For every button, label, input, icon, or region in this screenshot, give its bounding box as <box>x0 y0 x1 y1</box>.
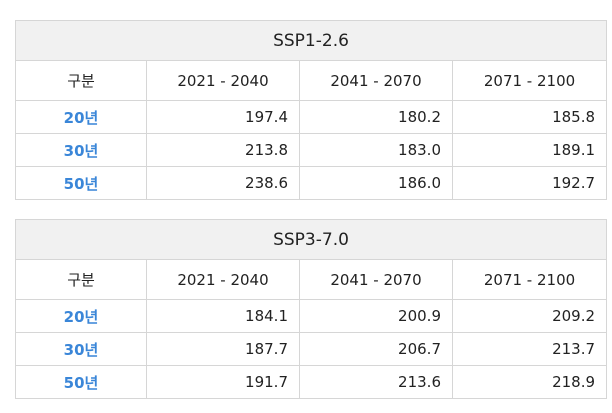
row-label[interactable]: 20년 <box>15 299 147 333</box>
header-category: 구분 <box>15 60 147 101</box>
cell-value: 213.8 <box>146 133 300 167</box>
table-row: 50년 238.6 186.0 192.7 <box>15 166 608 200</box>
cell-value: 238.6 <box>146 166 300 200</box>
table-row: 50년 191.7 213.6 218.9 <box>15 365 608 399</box>
header-period-1: 2021 - 2040 <box>146 60 300 101</box>
cell-value: 209.2 <box>451 299 608 333</box>
table-title: SSP3-7.0 <box>14 219 608 260</box>
row-label[interactable]: 30년 <box>15 133 147 167</box>
cell-value: 183.0 <box>299 133 453 167</box>
table-title-row: SSP1-2.6 <box>14 20 608 61</box>
row-label[interactable]: 20년 <box>15 100 147 134</box>
row-label[interactable]: 30년 <box>15 332 147 366</box>
cell-value: 191.7 <box>146 365 300 399</box>
cell-value: 187.7 <box>146 332 300 366</box>
cell-value: 185.8 <box>451 100 608 134</box>
ssp1-table: SSP1-2.6 구분 2021 - 2040 2041 - 2070 2071… <box>14 20 608 200</box>
cell-value: 186.0 <box>299 166 453 200</box>
cell-value: 180.2 <box>299 100 453 134</box>
cell-value: 200.9 <box>299 299 453 333</box>
header-period-3: 2071 - 2100 <box>451 259 608 300</box>
table-header-row: 구분 2021 - 2040 2041 - 2070 2071 - 2100 <box>15 259 608 300</box>
cell-value: 213.6 <box>299 365 453 399</box>
cell-value: 189.1 <box>451 133 608 167</box>
header-period-3: 2071 - 2100 <box>451 60 608 101</box>
header-category: 구분 <box>15 259 147 300</box>
cell-value: 213.7 <box>451 332 608 366</box>
table-row: 30년 213.8 183.0 189.1 <box>15 133 608 167</box>
cell-value: 218.9 <box>451 365 608 399</box>
row-label[interactable]: 50년 <box>15 166 147 200</box>
table-title: SSP1-2.6 <box>14 20 608 61</box>
row-label[interactable]: 50년 <box>15 365 147 399</box>
header-period-2: 2041 - 2070 <box>299 259 453 300</box>
cell-value: 206.7 <box>299 332 453 366</box>
ssp3-table: SSP3-7.0 구분 2021 - 2040 2041 - 2070 2071… <box>14 219 608 399</box>
table-title-row: SSP3-7.0 <box>14 219 608 260</box>
table-row: 20년 184.1 200.9 209.2 <box>15 299 608 333</box>
table-row: 20년 197.4 180.2 185.8 <box>15 100 608 134</box>
table-row: 30년 187.7 206.7 213.7 <box>15 332 608 366</box>
cell-value: 184.1 <box>146 299 300 333</box>
cell-value: 192.7 <box>451 166 608 200</box>
header-period-2: 2041 - 2070 <box>299 60 453 101</box>
header-period-1: 2021 - 2040 <box>146 259 300 300</box>
cell-value: 197.4 <box>146 100 300 134</box>
table-header-row: 구분 2021 - 2040 2041 - 2070 2071 - 2100 <box>15 60 608 101</box>
